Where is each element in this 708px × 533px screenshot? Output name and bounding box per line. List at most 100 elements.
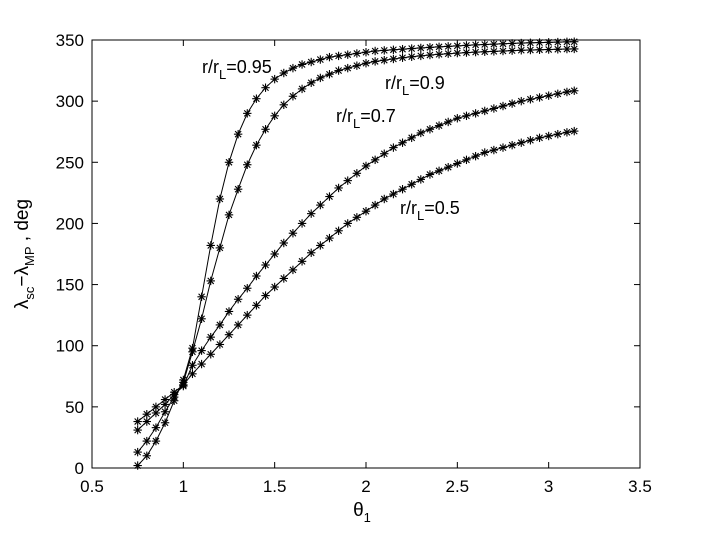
tick-labels: 0.5 1 1.5 2 2.5 3 3.5 0 50 100 150 200 250 300 350 xyxy=(56,31,652,496)
data-point xyxy=(133,417,142,426)
data-point xyxy=(370,155,380,165)
data-point xyxy=(170,387,179,397)
data-point xyxy=(261,260,270,270)
data-point xyxy=(151,402,161,412)
data-point xyxy=(215,194,225,204)
x-axis-label-base: θ xyxy=(353,500,364,521)
y-tick-label-7: 350 xyxy=(56,31,84,50)
data-point xyxy=(434,166,444,176)
series-label-sub: L xyxy=(417,208,424,223)
data-point xyxy=(343,50,352,59)
x-tick-label-3: 2 xyxy=(361,477,370,496)
data-point xyxy=(252,271,261,281)
data-point xyxy=(570,44,579,54)
data-point xyxy=(570,37,579,46)
data-point xyxy=(517,138,526,147)
data-point xyxy=(570,86,579,95)
data-point xyxy=(471,109,480,118)
y-axis-label: λsc−λMP , deg xyxy=(12,199,37,309)
series-label-post: =0.9 xyxy=(409,73,445,93)
plot-area xyxy=(91,39,641,469)
data-point xyxy=(307,209,316,218)
data-point xyxy=(407,133,416,143)
data-point xyxy=(197,346,206,355)
series-1 xyxy=(133,44,579,457)
y-axis-label-b: λ xyxy=(12,265,33,275)
data-point xyxy=(498,143,508,152)
data-point xyxy=(562,87,572,97)
data-point xyxy=(407,180,416,189)
data-point xyxy=(307,78,316,87)
data-point xyxy=(471,47,480,57)
data-point xyxy=(425,43,435,52)
data-point xyxy=(188,369,197,379)
data-point xyxy=(398,44,407,54)
data-point xyxy=(343,63,352,73)
data-point xyxy=(233,129,243,139)
data-point xyxy=(544,38,553,47)
data-point xyxy=(553,45,562,54)
data-point xyxy=(270,282,279,292)
data-point xyxy=(416,51,425,61)
data-point xyxy=(526,95,535,104)
data-point xyxy=(297,84,307,94)
data-point xyxy=(197,314,206,324)
data-point xyxy=(562,128,572,137)
data-point xyxy=(160,395,170,404)
data-point xyxy=(517,46,526,55)
data-point xyxy=(233,320,243,330)
data-point xyxy=(553,37,562,47)
data-point xyxy=(361,161,371,171)
series-label-2: r/rL=0.7 xyxy=(336,106,396,131)
data-point xyxy=(389,189,398,199)
data-point xyxy=(151,408,161,418)
series-label-sub: L xyxy=(402,83,409,98)
data-point xyxy=(361,207,371,216)
data-point xyxy=(480,106,489,116)
data-point xyxy=(535,93,544,102)
data-point xyxy=(489,47,499,56)
data-point xyxy=(526,136,535,145)
data-point xyxy=(352,49,362,58)
data-point xyxy=(307,248,316,257)
data-point xyxy=(553,129,562,139)
series-label-0: r/rL=0.95 xyxy=(202,57,272,82)
data-point xyxy=(398,184,407,194)
data-point xyxy=(334,226,343,235)
data-point xyxy=(462,48,471,57)
y-axis-label-a: λ xyxy=(12,299,33,309)
data-point xyxy=(288,229,298,238)
data-point xyxy=(462,41,471,50)
data-point xyxy=(425,170,435,179)
data-point xyxy=(425,125,435,134)
data-point xyxy=(444,42,453,51)
data-point xyxy=(480,47,489,56)
series-3 xyxy=(133,126,579,426)
data-point xyxy=(352,169,362,178)
data-point xyxy=(142,409,151,419)
data-point xyxy=(544,131,553,141)
data-point xyxy=(325,52,334,62)
data-point xyxy=(507,140,517,150)
y-axis-label-b-sub: MP xyxy=(22,246,37,266)
data-point xyxy=(288,92,298,101)
x-axis-label: θ1 xyxy=(353,500,371,525)
x-axis-label-sub: 1 xyxy=(364,510,371,525)
data-point xyxy=(215,320,225,330)
data-point xyxy=(133,425,142,435)
data-point xyxy=(188,347,197,357)
data-point xyxy=(179,380,188,390)
data-point xyxy=(498,46,508,56)
data-point xyxy=(480,40,489,49)
data-point xyxy=(316,241,325,250)
data-point xyxy=(453,159,462,168)
data-point xyxy=(334,183,343,193)
data-point xyxy=(279,238,288,248)
data-point xyxy=(325,70,334,79)
y-tick-label-3: 150 xyxy=(56,276,84,295)
data-point xyxy=(142,451,151,460)
data-point xyxy=(288,265,298,275)
data-point xyxy=(462,111,471,121)
data-point xyxy=(297,60,307,69)
data-point xyxy=(151,423,161,432)
